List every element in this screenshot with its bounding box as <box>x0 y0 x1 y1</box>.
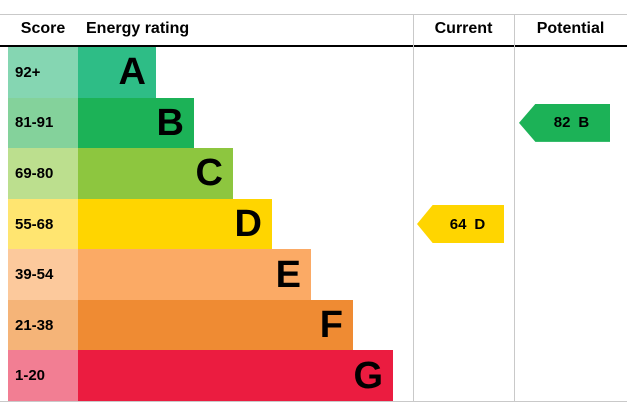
header-row: Score Energy rating Current Potential <box>0 15 627 47</box>
score-range: 1-20 <box>8 350 78 402</box>
current-value: 64 <box>449 215 467 233</box>
potential-column-divider <box>514 15 515 401</box>
potential-arrow: 82 B <box>519 103 610 142</box>
rating-bar: F <box>78 299 353 351</box>
epc-table: Score Energy rating Current Potential 92… <box>0 14 627 402</box>
score-range: 21-38 <box>8 299 78 351</box>
rating-letter: G <box>353 354 383 397</box>
potential-header: Potential <box>536 20 605 37</box>
current-column-divider <box>413 15 414 401</box>
current-band: D <box>474 215 486 233</box>
rating-bar: A <box>78 47 156 98</box>
rating-bar: D <box>78 198 272 250</box>
rating-letter: B <box>156 101 184 144</box>
score-range: 39-54 <box>8 249 78 300</box>
potential-value: 82 <box>553 114 571 132</box>
rating-letter: F <box>319 304 343 347</box>
score-range: 55-68 <box>8 198 78 250</box>
score-range: 92+ <box>8 47 78 98</box>
current-arrow: 64 D <box>417 205 504 244</box>
score-header: Score <box>20 20 66 37</box>
rating-bar: B <box>78 97 194 149</box>
rating-bar: C <box>78 148 233 199</box>
band-row: 81-91 B 82 B <box>0 97 627 149</box>
rating-letter: C <box>195 152 223 195</box>
band-row: 55-68 D 64 D <box>0 198 627 250</box>
score-range: 81-91 <box>8 97 78 149</box>
energy-rating-header: Energy rating <box>86 20 190 37</box>
band-row: 1-20 G <box>0 350 627 402</box>
rating-bar: G <box>78 350 393 402</box>
rating-letter: A <box>118 51 146 94</box>
band-row: 39-54 E <box>0 249 627 300</box>
rating-bar: E <box>78 249 311 300</box>
rating-letter: D <box>234 203 262 246</box>
bands: 92+ A 81-91 B 82 B 69-80 C 55- <box>0 47 627 402</box>
band-row: 69-80 C <box>0 148 627 199</box>
potential-band: B <box>578 114 590 132</box>
score-range: 69-80 <box>8 148 78 199</box>
band-row: 21-38 F <box>0 299 627 351</box>
current-header: Current <box>434 20 493 37</box>
rating-letter: E <box>275 253 301 296</box>
band-row: 92+ A <box>0 47 627 98</box>
